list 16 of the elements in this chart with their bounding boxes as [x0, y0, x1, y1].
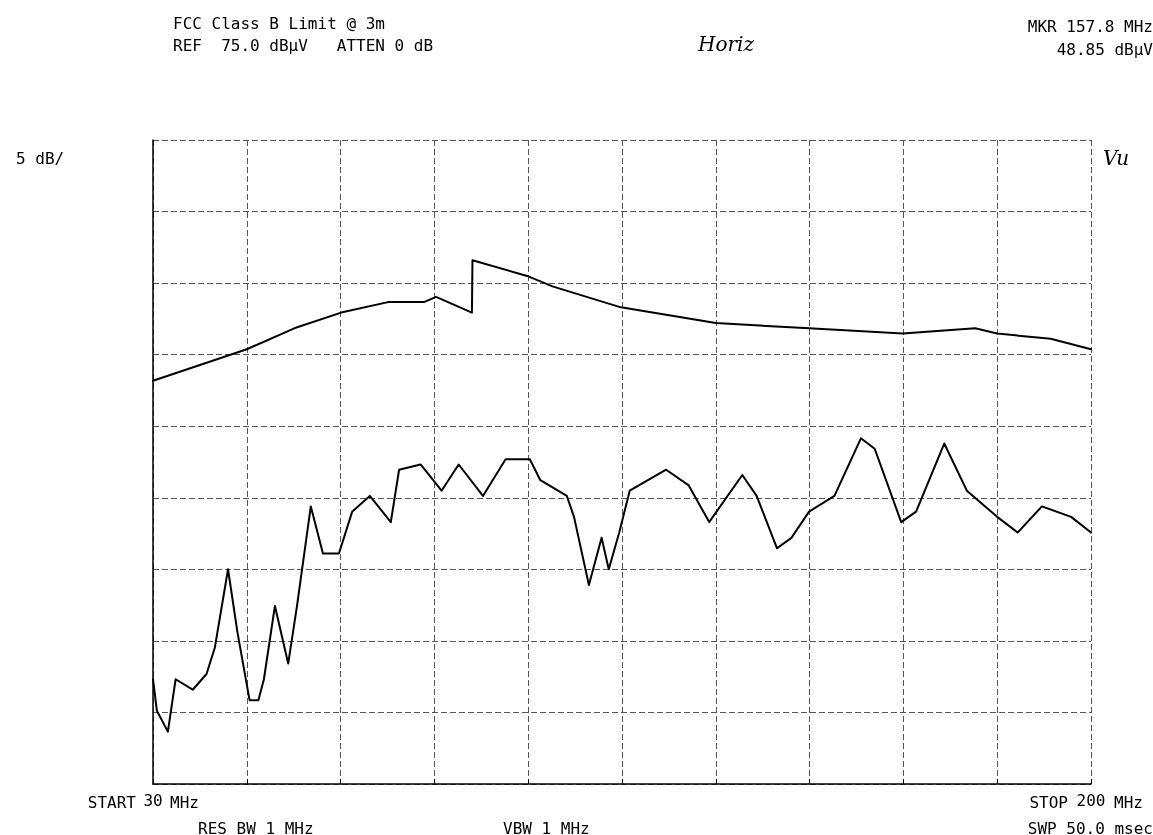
- chart-title: FCC Class B Limit @ 3m: [173, 13, 385, 33]
- text: 48.85 dBµV: [1056, 39, 1153, 59]
- x-tick-label: 200: [1076, 790, 1106, 810]
- text: Horiz: [697, 32, 755, 56]
- text: STOP: [1029, 792, 1068, 812]
- text: VBW 1 MHz: [503, 818, 590, 835]
- text: START: [87, 792, 137, 812]
- text: 5 dB/: [16, 148, 65, 168]
- text: MKR 157.8 MHz: [1027, 16, 1153, 36]
- x-tick-label: 30: [143, 790, 163, 810]
- text: SWP 50.0 msec: [1027, 818, 1153, 835]
- text: MHz: [170, 792, 199, 812]
- text: MHz: [1114, 792, 1143, 812]
- text: RES BW 1 MHz: [198, 818, 314, 835]
- chart-subtitle: REF 75.0 dBµV ATTEN 0 dB: [173, 35, 434, 55]
- text: Vu: [1103, 146, 1130, 170]
